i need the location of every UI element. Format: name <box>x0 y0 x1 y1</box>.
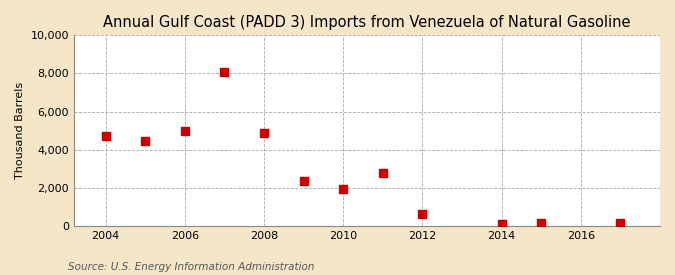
Point <box>496 222 507 226</box>
Point <box>140 139 151 143</box>
Text: Source: U.S. Energy Information Administration: Source: U.S. Energy Information Administ… <box>68 262 314 272</box>
Point <box>180 128 190 133</box>
Point <box>536 221 547 225</box>
Point <box>377 171 388 176</box>
Point <box>298 179 309 183</box>
Point <box>259 130 269 135</box>
Title: Annual Gulf Coast (PADD 3) Imports from Venezuela of Natural Gasoline: Annual Gulf Coast (PADD 3) Imports from … <box>103 15 630 30</box>
Point <box>219 69 230 74</box>
Point <box>615 220 626 225</box>
Point <box>338 186 348 191</box>
Point <box>100 134 111 139</box>
Point <box>417 211 428 216</box>
Y-axis label: Thousand Barrels: Thousand Barrels <box>15 82 25 179</box>
